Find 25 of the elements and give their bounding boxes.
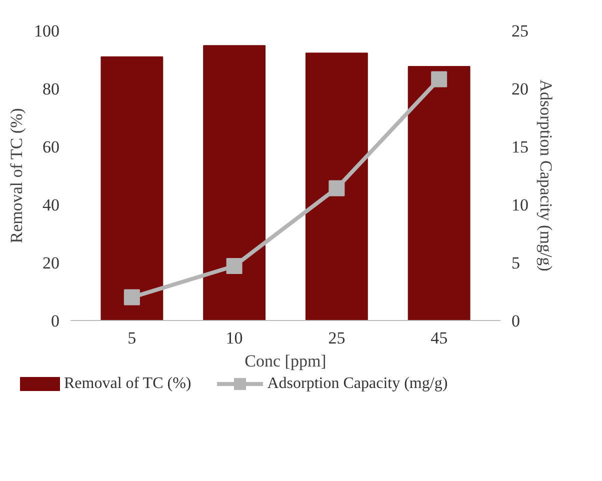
legend-label: Removal of TC (%)	[64, 375, 192, 392]
y-tick-label: 20	[42, 254, 60, 272]
y2-tick-label: 25	[512, 22, 528, 40]
legend-label: Adsorption Capacity (mg/g)	[267, 375, 448, 392]
x-tick-label: 10	[226, 328, 243, 348]
y-tick-label: 40	[42, 196, 60, 214]
y2-tick-label: 20	[512, 80, 528, 98]
point	[124, 289, 140, 306]
y2-axis-title: Adsorption Capacity (mg/g)	[536, 80, 556, 272]
y-tick-label: 80	[42, 80, 60, 98]
y2-tick-label: 5	[512, 254, 520, 272]
x-axis-title: Conc [ppm]	[244, 352, 326, 370]
x-tick-label: 5	[128, 328, 136, 348]
point	[328, 180, 345, 196]
y-tick-label: 60	[42, 138, 60, 156]
y2-tick-label: 10	[512, 196, 528, 214]
y2-tick-label: 0	[512, 312, 520, 330]
y2-tick-label: 15	[512, 138, 528, 156]
point	[431, 71, 448, 88]
y-tick-label: 100	[34, 22, 60, 40]
x-tick-label: 25	[328, 328, 346, 348]
y-tick-label: 0	[51, 312, 60, 330]
x-tick-label: 45	[430, 328, 448, 348]
point	[226, 258, 242, 274]
y-axis-title: Removal of TC (%)	[7, 108, 26, 244]
